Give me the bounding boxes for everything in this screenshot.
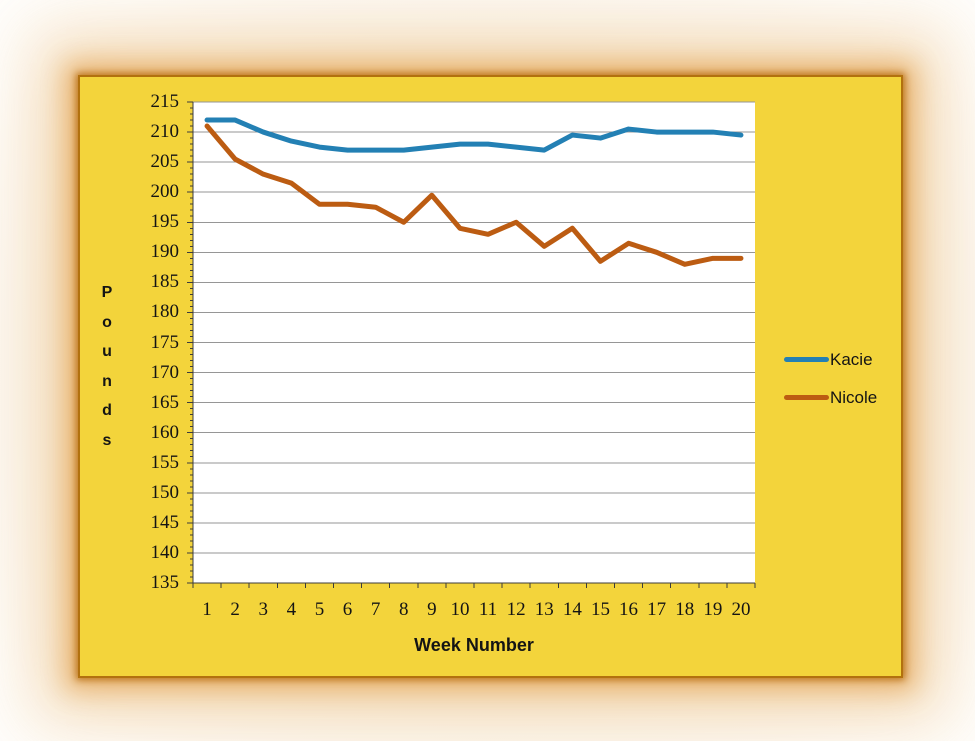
- y-tick-label: 185: [150, 271, 180, 293]
- x-tick-label: 1: [202, 599, 212, 620]
- plot-area: [187, 101, 756, 588]
- x-tick-label: 6: [342, 599, 353, 620]
- x-tick-label: 3: [258, 599, 269, 620]
- y-axis-title-letter: d: [102, 402, 112, 419]
- y-tick-label: 200: [150, 181, 180, 203]
- legend-item-nicole: Nicole: [784, 385, 877, 410]
- x-tick-label: 19: [703, 599, 723, 620]
- y-tick-label: 135: [150, 572, 180, 593]
- y-tick-label: 140: [150, 541, 180, 563]
- x-tick-label: 15: [590, 599, 610, 620]
- y-tick-label: 155: [150, 451, 180, 473]
- x-tick-label: 13: [534, 599, 554, 620]
- y-tick-label: 210: [150, 121, 180, 143]
- kacie-line-swatch: [784, 357, 829, 362]
- x-tick-label: 17: [647, 599, 667, 620]
- series-line-kacie: [204, 117, 744, 153]
- y-axis-title-letter: s: [102, 431, 112, 449]
- x-tick-label: 14: [562, 599, 582, 620]
- x-tick-label: 8: [399, 599, 409, 620]
- x-tick-label: 5: [314, 599, 325, 620]
- x-tick-label: 9: [427, 599, 437, 620]
- y-tick-label: 205: [150, 151, 180, 173]
- y-tick-label: 175: [150, 331, 180, 353]
- y-tick-label: 195: [150, 211, 180, 233]
- y-tick-label: 150: [150, 481, 180, 503]
- x-tick-label: 10: [450, 599, 470, 620]
- nicole-line-swatch: [784, 395, 829, 400]
- y-tick-label: 180: [150, 301, 180, 323]
- x-tick-label: 12: [506, 599, 526, 620]
- x-tick-label: 16: [619, 599, 639, 620]
- y-tick-label: 160: [150, 421, 180, 443]
- x-tick-label: 20: [731, 599, 751, 620]
- x-tick-label: 18: [675, 599, 695, 620]
- y-tick-label: 170: [150, 361, 180, 383]
- x-tick-label: 2: [230, 599, 240, 620]
- legend-label-kacie: Kacie: [830, 349, 873, 369]
- series-line-nicole: [204, 123, 744, 267]
- y-axis-title-letter: P: [101, 284, 113, 301]
- y-axis-title-letter: o: [102, 313, 112, 331]
- y-tick-label: 215: [150, 91, 180, 112]
- y-tick-label: 190: [150, 241, 180, 263]
- y-axis-title-letter: n: [102, 372, 112, 390]
- y-axis-title-letter: u: [102, 343, 112, 360]
- legend-label-nicole: Nicole: [830, 387, 878, 407]
- x-tick-label: 11: [478, 599, 498, 620]
- legend: Kacie Nicole: [784, 347, 877, 423]
- x-tick-label: 7: [370, 599, 381, 620]
- legend-item-kacie: Kacie: [784, 347, 877, 372]
- x-axis-title: Week Number: [414, 635, 534, 655]
- x-tick-label: 4: [286, 599, 297, 620]
- y-tick-label: 145: [150, 511, 180, 533]
- y-tick-label: 165: [150, 391, 180, 413]
